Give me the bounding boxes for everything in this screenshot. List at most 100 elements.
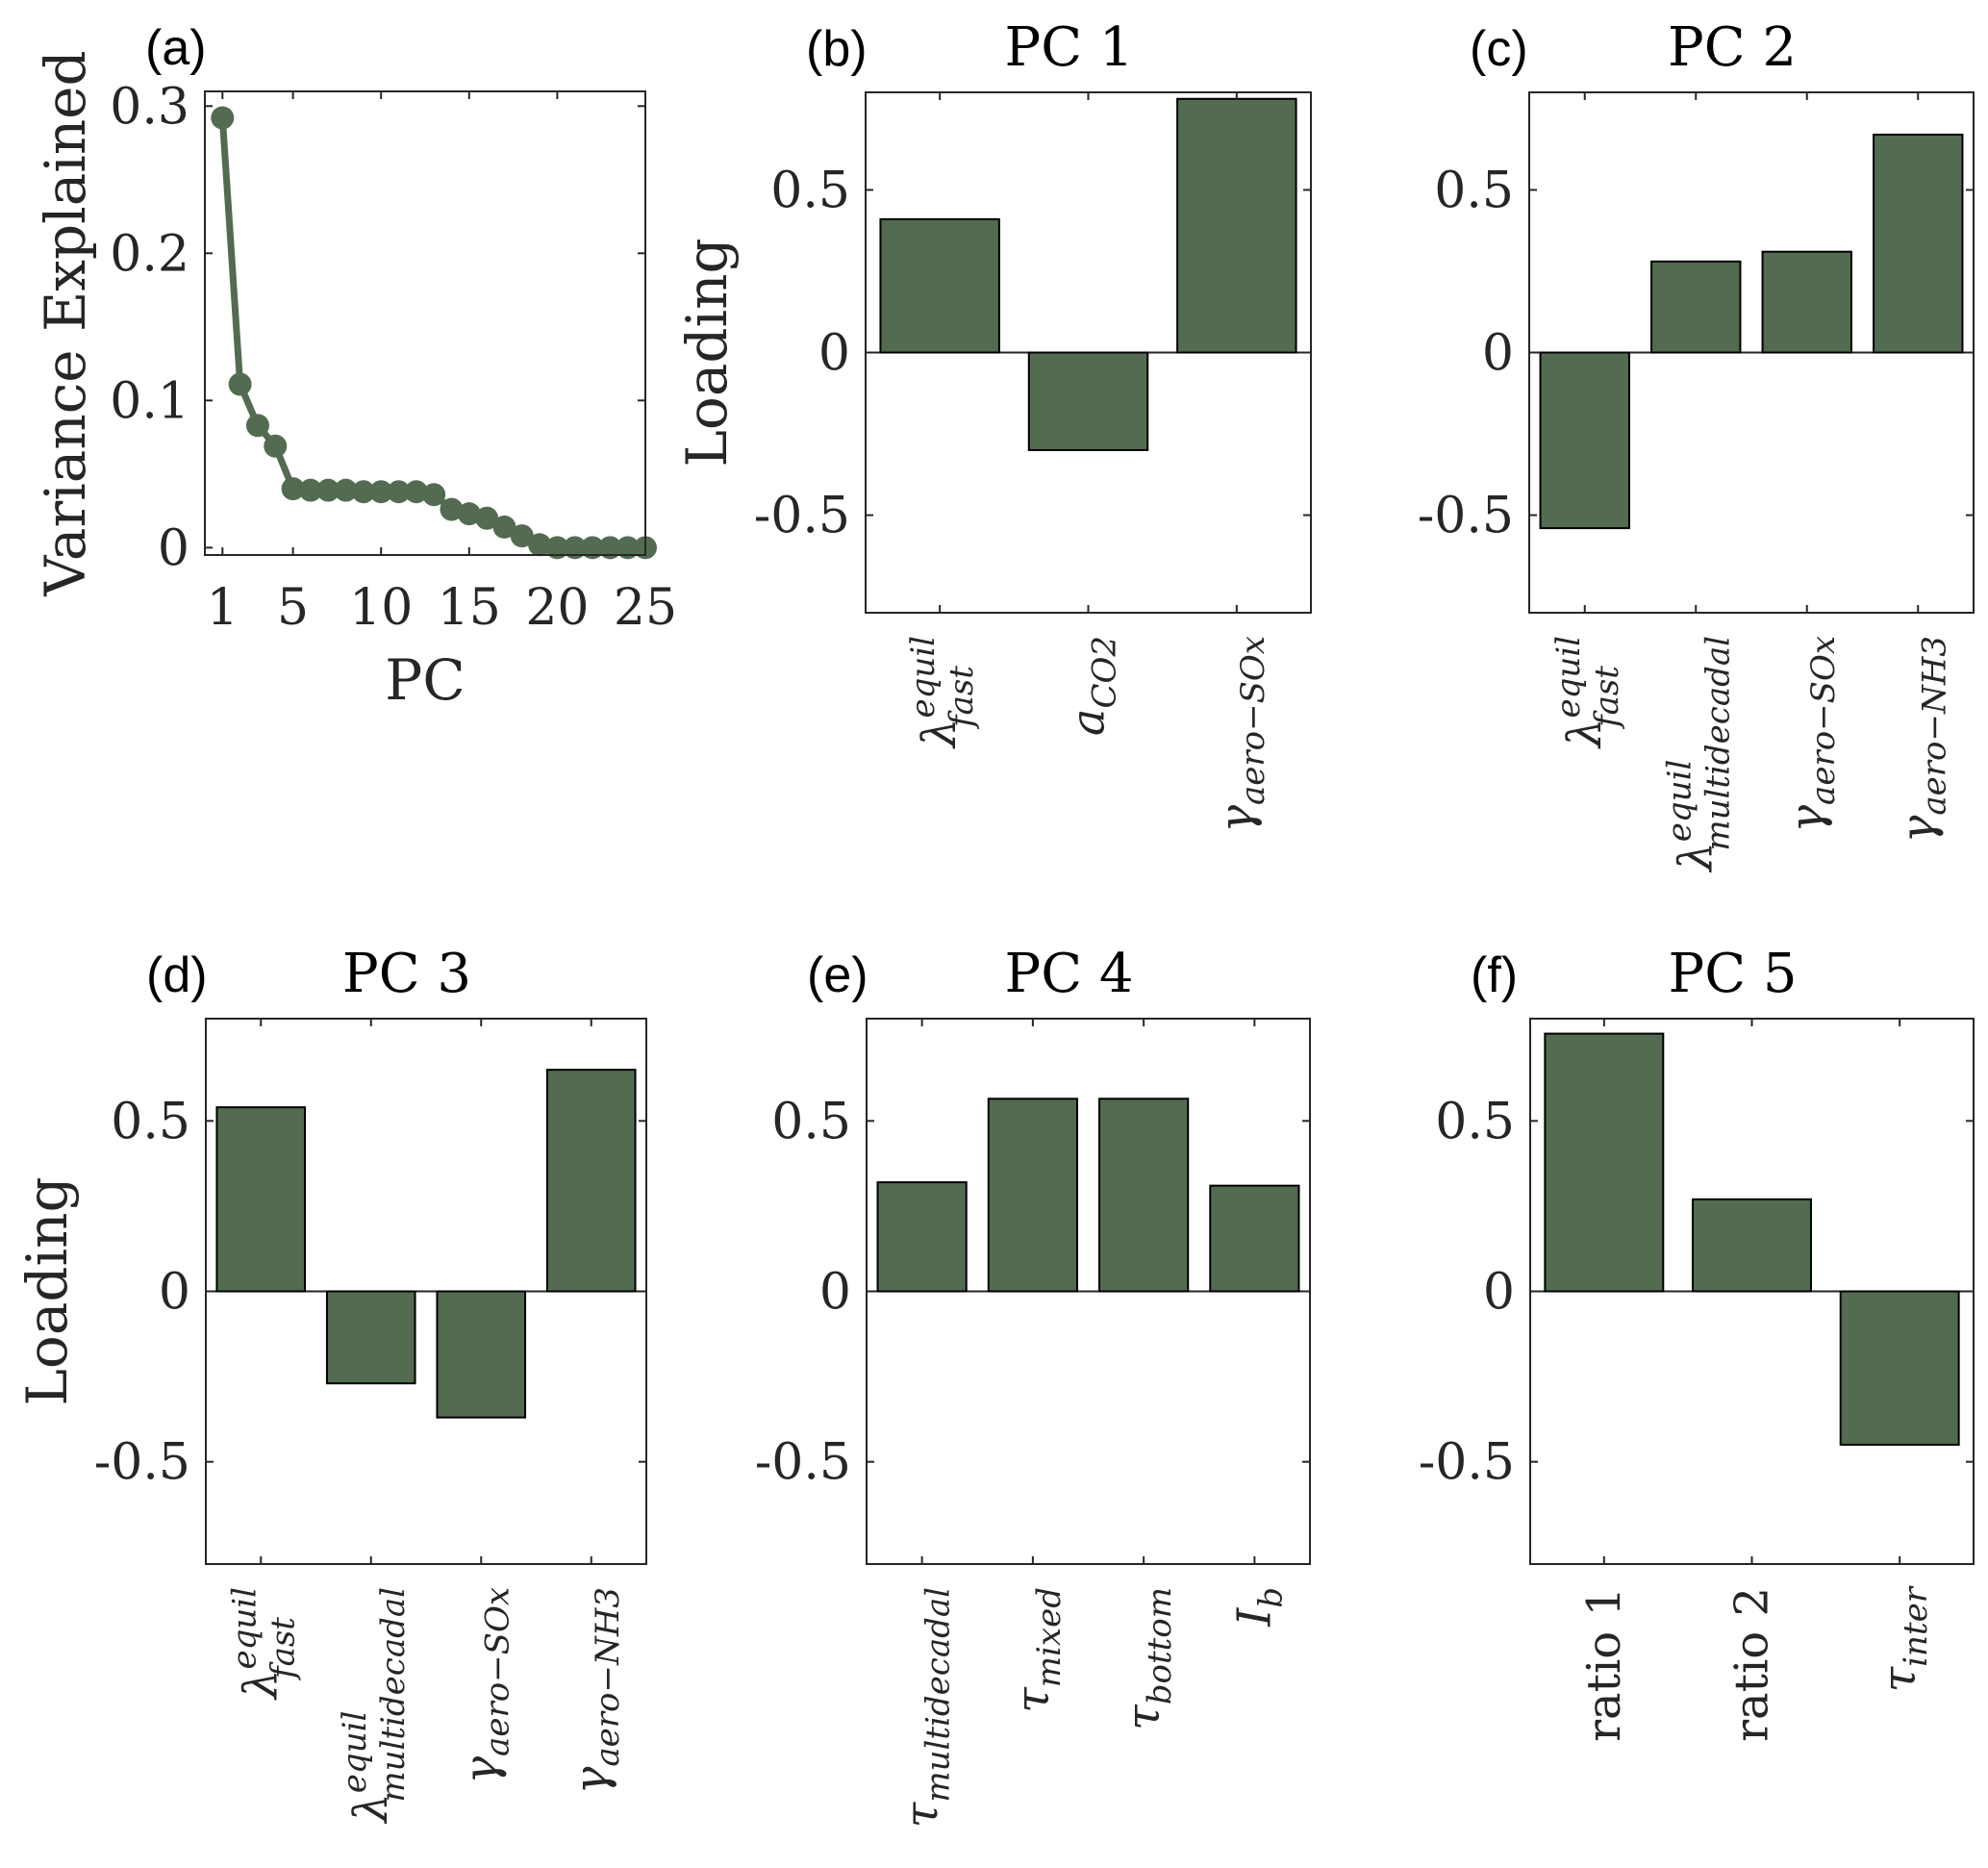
category-base: τ [1006,1686,1060,1713]
data-point [616,536,640,560]
category-base: I [1227,1607,1281,1628]
data-point [440,497,464,521]
bar [215,1106,307,1293]
panel-title: PC 5 [1669,943,1798,1005]
panel-tag: (c) [1470,21,1528,77]
x-category-label: ratio 2 [1725,1587,1779,1742]
data-point [245,414,269,438]
bar [1761,250,1852,354]
x-category-label: aCO2 [1062,636,1124,736]
data-point [369,480,393,504]
x-category-label: λequilmultidecadal [336,1587,413,1825]
y-tick-label: 0 [1483,1264,1515,1322]
data-point [545,536,569,560]
data-point [404,480,428,504]
category-base: τ [895,1801,949,1828]
y-tick-label: 0.5 [1434,162,1514,219]
bar [1539,351,1630,530]
x-category-label: λequilfast [904,636,981,749]
data-point [351,480,375,504]
data-point [334,478,358,502]
data-point [457,502,481,526]
data-point [264,434,288,458]
panel-tag: (f) [1471,947,1518,1003]
category-base: τ [1873,1665,1926,1692]
bar [1209,1184,1300,1293]
x-category-label: ratio 1 [1577,1587,1631,1742]
axes-box [204,90,646,556]
panel-tag: (b) [806,21,868,77]
category-base: a [1062,709,1116,737]
y-tick-label: 0.1 [110,372,189,430]
data-point [492,515,516,539]
panel-tag: (e) [807,947,868,1003]
x-category-label: Ib [1227,1587,1290,1628]
x-tick-label: 25 [614,579,677,637]
y-tick-label: -0.5 [754,488,850,545]
x-tick-label: 5 [277,579,309,637]
bar [1544,1032,1665,1293]
axes-box [205,1018,647,1565]
data-point [228,372,252,396]
category-superscript: equil [336,1711,374,1794]
data-point [598,536,622,560]
data-point [387,480,411,504]
category-subscript: mixed [1030,1587,1069,1687]
axes-box [1529,1018,1975,1565]
panel-title: PC 2 [1668,16,1797,79]
category-base: γ [1891,815,1945,843]
category-base: ratio 1 [1577,1587,1631,1742]
category-base: λ [344,1793,398,1824]
bar [1098,1098,1190,1293]
category-subscript: fast [943,666,981,730]
panel-title: PC 3 [342,943,471,1005]
axes-box [1528,91,1975,614]
category-base: ratio 2 [1725,1587,1779,1742]
data-point [581,536,605,560]
category-base: γ [565,1766,618,1794]
bar [987,1098,1078,1293]
data-point [422,483,446,507]
category-superscript: equil [1660,760,1699,843]
panel-tag: (d) [146,947,208,1003]
y-tick-label: 0.2 [110,225,189,283]
panel-d: (d) PC 3-0.500.5Loadingλequilfastλequilmu… [14,943,647,1825]
x-tick-label: 10 [349,579,413,637]
category-base: λ [234,1670,288,1701]
bar [545,1069,637,1293]
x-tick-label: 15 [438,579,501,637]
category-subscript: CO2 [1086,636,1124,709]
bar [1692,1198,1812,1293]
bar [1027,351,1149,451]
category-superscript: equil [225,1587,264,1670]
x-category-label: λequilmultidecadal [1660,636,1737,873]
y-tick-label: 0.3 [110,78,189,136]
category-subscript: aero−SOx [1234,636,1272,805]
y-tick-label: 0 [819,1264,851,1322]
x-category-label: λequilfast [1549,636,1626,749]
y-tick-label: -0.5 [755,1434,851,1492]
y-axis-label: Loading [14,1176,80,1405]
category-superscript: equil [904,636,943,719]
data-point [281,477,305,501]
y-tick-label: -0.5 [94,1434,190,1492]
category-subscript: multidecadal [1699,636,1737,851]
x-category-label: τmultidecadal [895,1587,958,1828]
x-category-label: τinter [1873,1585,1935,1692]
category-base: γ [1210,805,1264,833]
y-tick-label: -0.5 [1419,1434,1515,1492]
category-subscript: aero−NH3 [1915,636,1953,816]
category-base: λ [913,719,967,749]
panel-c: (c) PC 2 -0.5 0 0.5 λequilfast λequilmultideca… [1418,16,1975,873]
y-tick-label: 0 [159,1264,190,1322]
category-subscript: bottom [1141,1587,1179,1704]
panel-f: (f) PC 5 -0.5 0 0.5 ratio 1 ratio 2 τinter [1419,943,1975,1742]
y-tick-label: -0.5 [1418,488,1514,545]
y-tick-label: 0 [1482,325,1514,383]
panel-b: (b) PC 1 -0.5 0 0.5 Loading λequilfast aCO2 γaer… [674,16,1312,833]
data-point [316,478,340,502]
x-category-label: γaero−SOx [1210,636,1272,833]
category-superscript: equil [1549,636,1588,719]
data-point [475,506,499,530]
